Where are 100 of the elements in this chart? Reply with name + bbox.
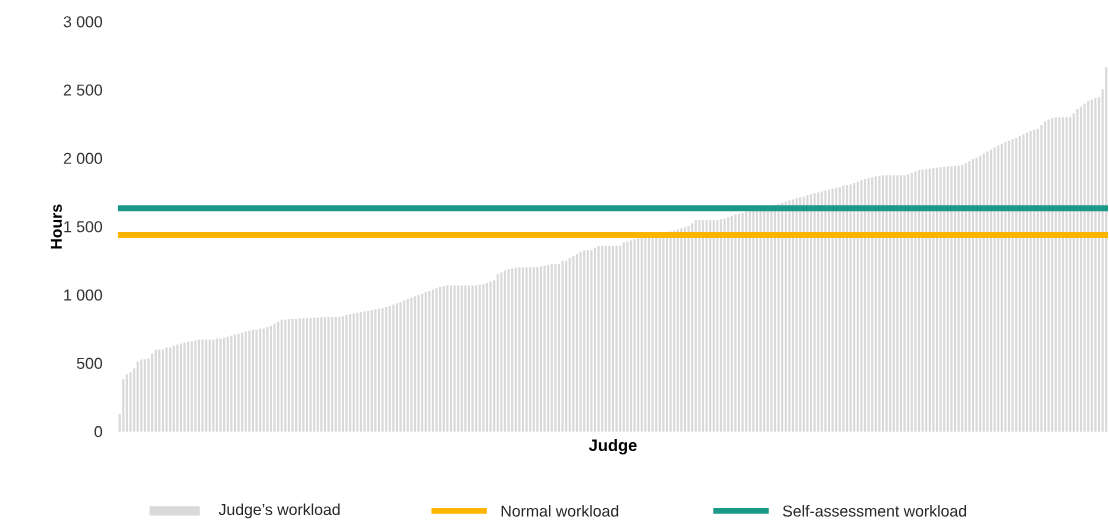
bar xyxy=(1029,131,1032,432)
bar xyxy=(471,285,474,432)
bar xyxy=(341,316,345,432)
bar xyxy=(140,359,143,432)
bar xyxy=(716,220,719,432)
bar xyxy=(273,323,276,432)
bar xyxy=(219,338,222,432)
bar xyxy=(968,161,971,432)
bar xyxy=(680,228,683,432)
bar xyxy=(986,151,989,432)
bar xyxy=(1058,117,1061,432)
bar xyxy=(849,184,852,432)
bar xyxy=(824,190,827,432)
bar xyxy=(813,193,816,432)
bar xyxy=(788,200,791,432)
bar xyxy=(993,147,996,432)
bar xyxy=(777,204,780,432)
y-tick-label: 2 000 xyxy=(63,152,103,165)
bar xyxy=(752,210,755,432)
bar xyxy=(579,251,582,432)
bar xyxy=(1065,117,1068,432)
bar xyxy=(914,171,917,432)
bar xyxy=(597,245,600,432)
bar xyxy=(1083,103,1086,432)
bar xyxy=(464,285,467,432)
bar xyxy=(1022,134,1025,432)
bar xyxy=(1076,109,1079,432)
bar xyxy=(950,166,953,432)
bar xyxy=(939,167,942,432)
y-tick-label: 3 000 xyxy=(63,16,103,28)
bar xyxy=(831,188,834,432)
bar xyxy=(305,318,309,432)
bar xyxy=(183,342,186,432)
bar xyxy=(359,312,363,432)
bar xyxy=(626,241,629,432)
bar xyxy=(1004,142,1007,432)
bar xyxy=(147,358,150,432)
bar xyxy=(1011,139,1014,432)
bar xyxy=(759,209,762,432)
bar xyxy=(417,295,420,432)
bar xyxy=(633,239,636,432)
bar xyxy=(860,180,863,432)
bar xyxy=(1047,119,1050,432)
bar xyxy=(143,359,147,432)
bar xyxy=(921,169,924,432)
bar xyxy=(125,374,129,432)
bar xyxy=(842,185,845,432)
bar xyxy=(903,175,906,432)
bar xyxy=(363,311,366,432)
y-tick-label: 1 500 xyxy=(64,221,103,233)
bar xyxy=(428,291,431,432)
x-axis-title: Judge xyxy=(588,439,637,455)
bar xyxy=(489,281,492,432)
bar xyxy=(453,285,456,432)
bar xyxy=(503,270,507,432)
bar xyxy=(651,235,654,432)
bar xyxy=(525,267,528,432)
bar xyxy=(237,333,240,432)
bar xyxy=(345,314,348,432)
bar xyxy=(687,226,690,432)
bar xyxy=(435,288,438,432)
bar xyxy=(543,265,546,432)
bar xyxy=(507,269,510,432)
bar xyxy=(165,347,168,432)
legend-label: Judge’s workload xyxy=(218,503,340,519)
bar xyxy=(698,220,701,432)
legend-label: Self-assessment workload xyxy=(782,505,967,517)
bar xyxy=(122,379,125,432)
y-tick-label: 0 xyxy=(94,426,103,438)
bar xyxy=(1040,125,1043,432)
y-axis-title: Hours xyxy=(50,204,62,249)
bar xyxy=(957,165,960,432)
bar xyxy=(561,260,564,432)
bar xyxy=(608,245,611,432)
bar xyxy=(615,245,618,432)
bar xyxy=(867,178,870,432)
bar xyxy=(734,214,737,432)
y-tick-label: 500 xyxy=(76,357,103,370)
bar xyxy=(1094,98,1097,432)
bar xyxy=(446,285,449,432)
y-tick-label: 2 500 xyxy=(63,84,103,96)
bar xyxy=(255,329,258,432)
bar xyxy=(129,372,132,432)
bar xyxy=(705,220,708,432)
y-tick-label: 1 000 xyxy=(64,289,103,301)
bar xyxy=(885,175,888,432)
bar xyxy=(795,198,798,432)
bar xyxy=(309,317,312,432)
bar xyxy=(291,319,294,432)
bar xyxy=(878,175,881,432)
bar xyxy=(399,301,402,432)
bar xyxy=(806,195,809,432)
bar xyxy=(467,285,471,432)
bar xyxy=(381,308,384,432)
bar xyxy=(896,175,899,432)
bar xyxy=(741,213,744,432)
bar xyxy=(975,157,978,432)
bar xyxy=(449,285,453,432)
legend-label: Normal workload xyxy=(501,505,619,517)
bar xyxy=(723,218,726,432)
